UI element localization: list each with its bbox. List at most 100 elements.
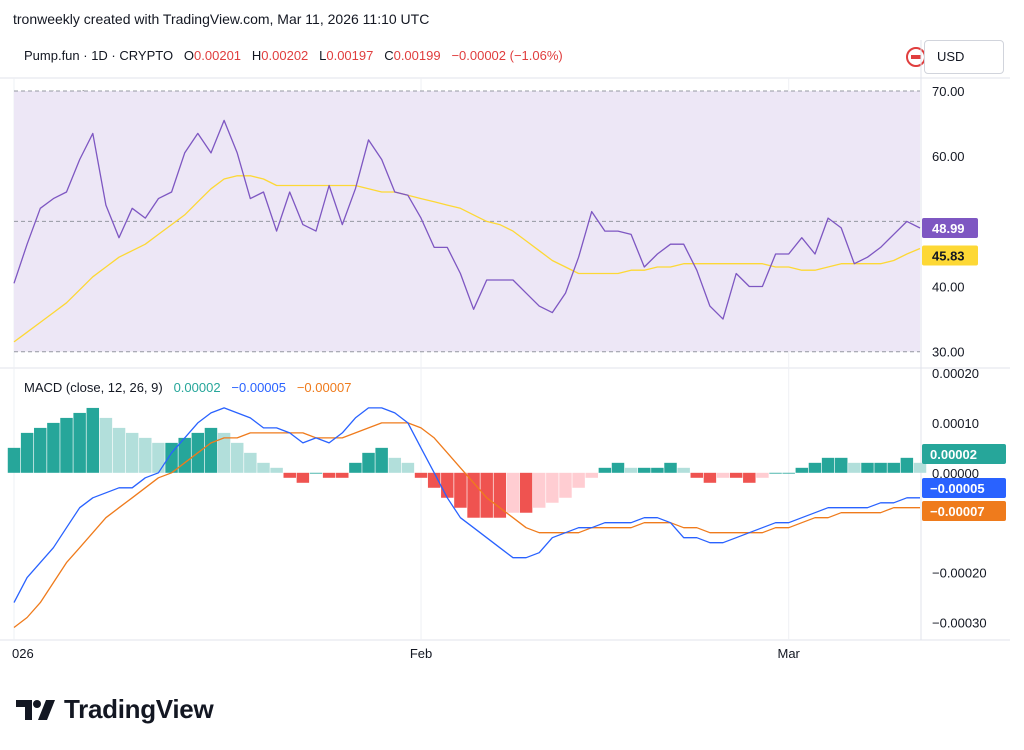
macd-last-value-label: 0.00002 [930,447,977,462]
rsi-title: RSI (14, close) [24,88,110,103]
macd-histogram-bar [532,472,546,508]
macd-histogram-bar [178,437,191,473]
macd-histogram-bar [217,432,231,473]
chart-credit: tronweekly created with TradingView.com,… [13,11,430,27]
currency-selector[interactable]: USD [924,40,1004,74]
us-flag-icon [906,47,926,67]
macd-title: MACD (close, 12, 26, 9) [24,380,163,395]
macd-histogram-bar [821,457,835,473]
macd-histogram-bar [388,457,402,473]
rsi-y-tick: 40.00 [932,280,965,295]
macd-histogram-bar [309,472,323,474]
rsi-last-value-label: 48.99 [932,221,965,236]
open-label: O [183,48,195,63]
macd-y-tick: −0.00020 [932,566,987,581]
macd-histogram-bar [270,467,283,473]
macd-histogram-bar [651,467,664,473]
macd-histogram-bar [546,472,559,503]
close-label: C [384,48,394,63]
macd-last-value-tag [922,501,1006,521]
macd-histogram-bar [703,472,717,483]
open-value: 0.00201 [194,48,242,63]
macd-histogram-bar [47,422,60,473]
rsi-ma-legend-value: 45.83 [164,88,197,103]
rsi-y-tick: 30.00 [932,345,965,360]
macd-histogram-bar [782,472,795,474]
macd-histogram-bar [716,472,730,478]
macd-histogram-bar [506,472,520,513]
macd-histogram-bar [887,462,900,473]
macd-histogram-bar [401,462,415,473]
low-value: 0.00197 [326,48,374,63]
macd-histogram-bar [204,427,218,473]
macd-histogram-bar [624,467,638,473]
macd-histogram-bar [375,447,388,473]
macd-histogram-bar [480,472,493,518]
macd-histogram-bar [230,442,244,473]
high-value: 0.00202 [261,48,309,63]
macd-histogram-bar [769,472,782,474]
macd-histogram-bar [125,432,139,473]
x-tick-label: Mar [778,646,801,661]
macd-last-value-tag [922,478,1006,498]
tradingview-logo: TradingView [16,694,214,725]
macd-histogram-bar [99,417,113,473]
macd-histogram-bar [322,472,336,478]
high-label: H [251,48,262,63]
macd-histogram-bar [191,432,205,473]
macd-histogram-bar [598,467,612,473]
macd-histogram-bar [585,472,598,478]
macd-histogram-bar [112,427,126,473]
macd-histogram-bar [454,472,467,508]
macd-histogram-bar [60,417,73,473]
macd-histogram-bar [336,472,349,478]
macd-histogram-bar [638,467,651,473]
macd-histogram-bar [743,472,756,483]
macd-histogram-bar [467,472,480,518]
macd-y-tick: −0.00030 [932,616,987,631]
rsi-legend[interactable]: RSI (14, close) 48.99 45.83 [24,88,197,103]
macd-histogram-bar [861,462,874,473]
macd-histogram-bar [611,462,625,473]
macd-histogram-bar [283,472,296,478]
macd-legend[interactable]: MACD (close, 12, 26, 9) 0.00002 −0.00005… [24,380,351,395]
rsi-legend-value: 48.99 [120,88,154,103]
macd-histogram-bar [152,442,165,473]
macd-histogram-bar [795,467,809,473]
symbol-ohlc-bar: Pump.fun · 1D · CRYPTO O0.00201 H0.00202… [24,48,563,63]
macd-histogram-bar [257,462,270,473]
macd-y-tick: 0.00010 [932,416,979,431]
macd-last-value-label: −0.00007 [930,504,985,519]
macd-histogram-bar [834,457,848,473]
macd-histogram-bar [690,472,704,478]
x-tick-label: Feb [410,646,432,661]
tradingview-logo-icon [16,699,55,720]
macd-histogram-bar [874,462,887,473]
rsi-y-tick: 70.00 [932,84,965,99]
histogram-legend-value: 0.00002 [173,380,221,395]
macd-histogram-bar [34,427,47,473]
rsi-last-value-tag [922,245,978,266]
signal-line [13,422,920,629]
macd-line [13,407,920,603]
rsi-last-value-label: 45.83 [932,249,965,264]
macd-y-tick: 0.00020 [932,366,979,381]
macd-histogram-bar [756,472,769,478]
symbol-title[interactable]: Pump.fun · 1D · CRYPTO [24,48,174,63]
macd-histogram-bar [913,462,927,473]
rsi-last-value-tag [922,217,978,238]
macd-y-tick: 0.00000 [932,466,979,481]
close-value: 0.00199 [393,48,441,63]
macd-histogram-bar [414,472,428,478]
macd-histogram-bar [139,437,152,473]
x-tick-label: 026 [12,646,34,661]
macd-legend-value: −0.00005 [231,380,286,395]
macd-histogram-bar [519,472,533,513]
macd-histogram-bar [664,462,677,473]
tradingview-wordmark: TradingView [64,694,214,724]
low-label: L [319,48,327,63]
macd-histogram-bar [362,452,375,473]
macd-histogram-bar [349,462,362,473]
rsi-ma-line [13,175,921,343]
